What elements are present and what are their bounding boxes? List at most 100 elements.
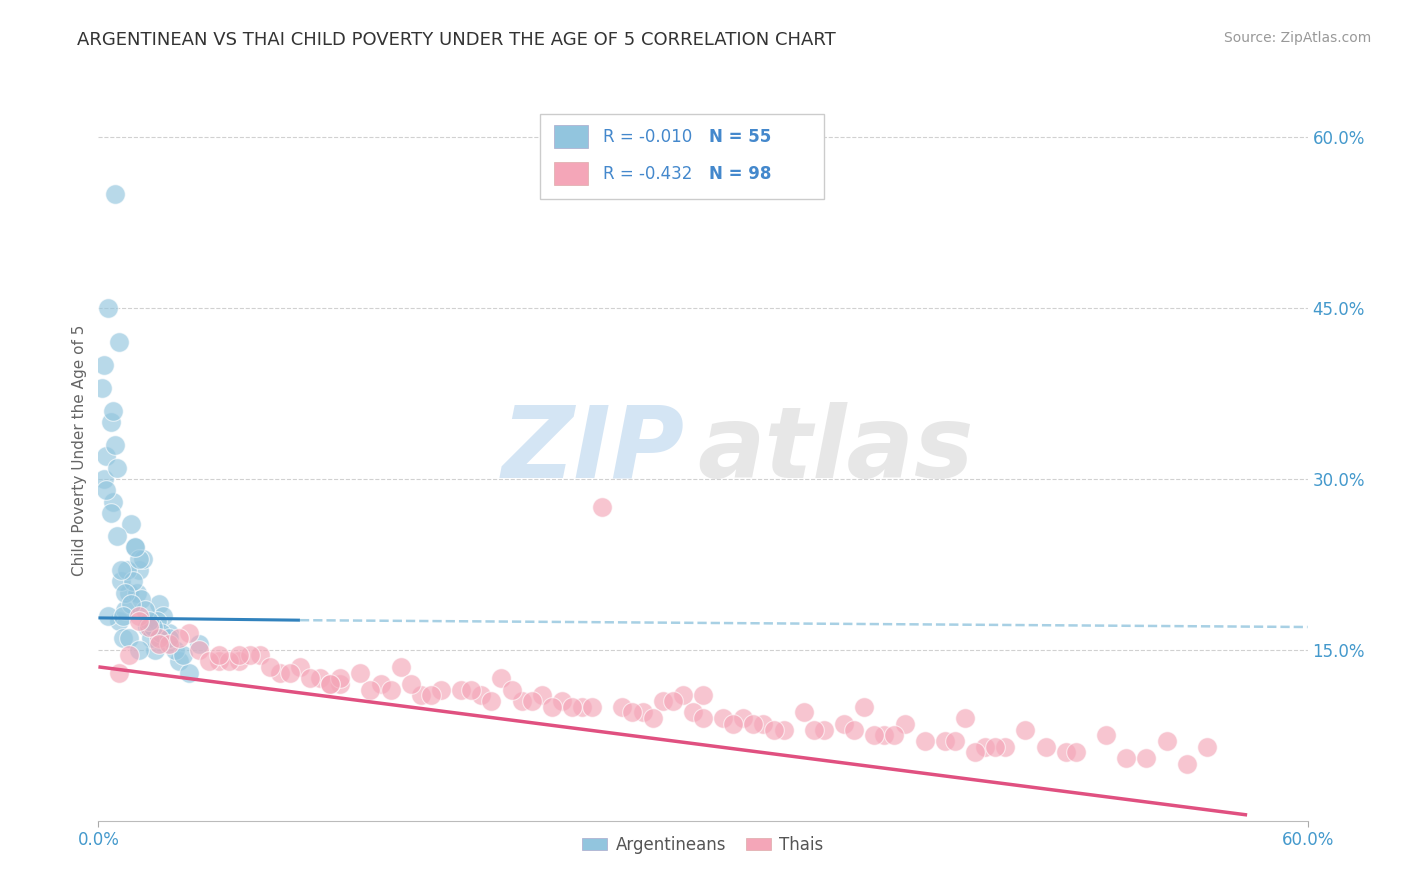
Point	[249, 648, 271, 663]
Point	[914, 734, 936, 748]
Point	[105, 529, 128, 543]
Point	[93, 472, 115, 486]
Point	[188, 642, 211, 657]
Point	[360, 682, 382, 697]
Point	[682, 706, 704, 720]
Point	[893, 716, 915, 731]
Point	[420, 689, 443, 703]
Point	[218, 654, 240, 668]
Point	[132, 551, 155, 566]
Point	[228, 648, 250, 663]
Point	[179, 625, 201, 640]
Point	[863, 728, 886, 742]
Point	[135, 620, 157, 634]
Point	[208, 654, 231, 668]
Point	[612, 699, 634, 714]
Point	[399, 677, 422, 691]
Point	[105, 460, 128, 475]
Point	[1195, 739, 1218, 754]
Point	[97, 301, 120, 315]
Point	[319, 677, 342, 691]
Point	[510, 694, 533, 708]
Point	[641, 711, 664, 725]
Point	[460, 682, 482, 697]
Point	[742, 716, 765, 731]
Point	[107, 335, 129, 350]
Point	[163, 642, 186, 657]
Point	[134, 603, 156, 617]
Point	[103, 187, 125, 202]
Point	[380, 682, 402, 697]
Point	[101, 494, 124, 508]
Point	[965, 745, 987, 759]
Point	[167, 654, 190, 668]
Point	[853, 699, 876, 714]
Point	[198, 654, 221, 668]
Point	[883, 728, 905, 742]
Point	[125, 586, 148, 600]
Point	[1054, 745, 1077, 759]
Point	[93, 358, 115, 372]
Point	[114, 586, 136, 600]
Point	[389, 660, 412, 674]
Text: atlas: atlas	[697, 402, 973, 499]
Text: ZIP: ZIP	[502, 402, 685, 499]
Point	[128, 615, 150, 629]
Point	[138, 620, 160, 634]
Point	[107, 615, 129, 629]
Point	[1175, 756, 1198, 771]
Point	[1115, 751, 1137, 765]
Point	[288, 660, 311, 674]
Point	[167, 632, 190, 646]
Point	[269, 665, 291, 680]
Point	[430, 682, 453, 697]
Point	[832, 716, 855, 731]
Point	[1156, 734, 1178, 748]
Point	[138, 615, 160, 629]
Point	[157, 637, 180, 651]
Point	[984, 739, 1007, 754]
Point	[551, 694, 574, 708]
Point	[128, 551, 150, 566]
Point	[520, 694, 543, 708]
Point	[128, 642, 150, 657]
Point	[470, 689, 492, 703]
Point	[208, 648, 231, 663]
Point	[481, 694, 503, 708]
Point	[491, 671, 513, 685]
Point	[1095, 728, 1118, 742]
Point	[309, 671, 332, 685]
Point	[259, 660, 281, 674]
Point	[146, 615, 169, 629]
Point	[157, 632, 180, 646]
Point	[118, 632, 141, 646]
Text: ARGENTINEAN VS THAI CHILD POVERTY UNDER THE AGE OF 5 CORRELATION CHART: ARGENTINEAN VS THAI CHILD POVERTY UNDER …	[77, 31, 837, 49]
Point	[157, 625, 180, 640]
Y-axis label: Child Poverty Under the Age of 5: Child Poverty Under the Age of 5	[72, 325, 87, 576]
FancyBboxPatch shape	[540, 113, 824, 199]
Point	[994, 739, 1017, 754]
Point	[139, 632, 162, 646]
Point	[793, 706, 815, 720]
Point	[120, 597, 142, 611]
Text: N = 98: N = 98	[709, 165, 772, 183]
Point	[349, 665, 371, 680]
FancyBboxPatch shape	[554, 125, 588, 148]
Point	[692, 689, 714, 703]
Point	[591, 500, 613, 515]
Point	[188, 637, 211, 651]
Point	[149, 625, 172, 640]
Point	[540, 699, 562, 714]
Point	[873, 728, 896, 742]
Text: N = 55: N = 55	[709, 128, 772, 146]
Point	[118, 648, 141, 663]
Point	[172, 648, 194, 663]
Point	[1014, 723, 1036, 737]
FancyBboxPatch shape	[554, 161, 588, 185]
Point	[91, 381, 114, 395]
Point	[96, 449, 118, 463]
Legend: Argentineans, Thais: Argentineans, Thais	[575, 829, 831, 861]
Point	[148, 637, 170, 651]
Point	[762, 723, 785, 737]
Point	[733, 711, 755, 725]
